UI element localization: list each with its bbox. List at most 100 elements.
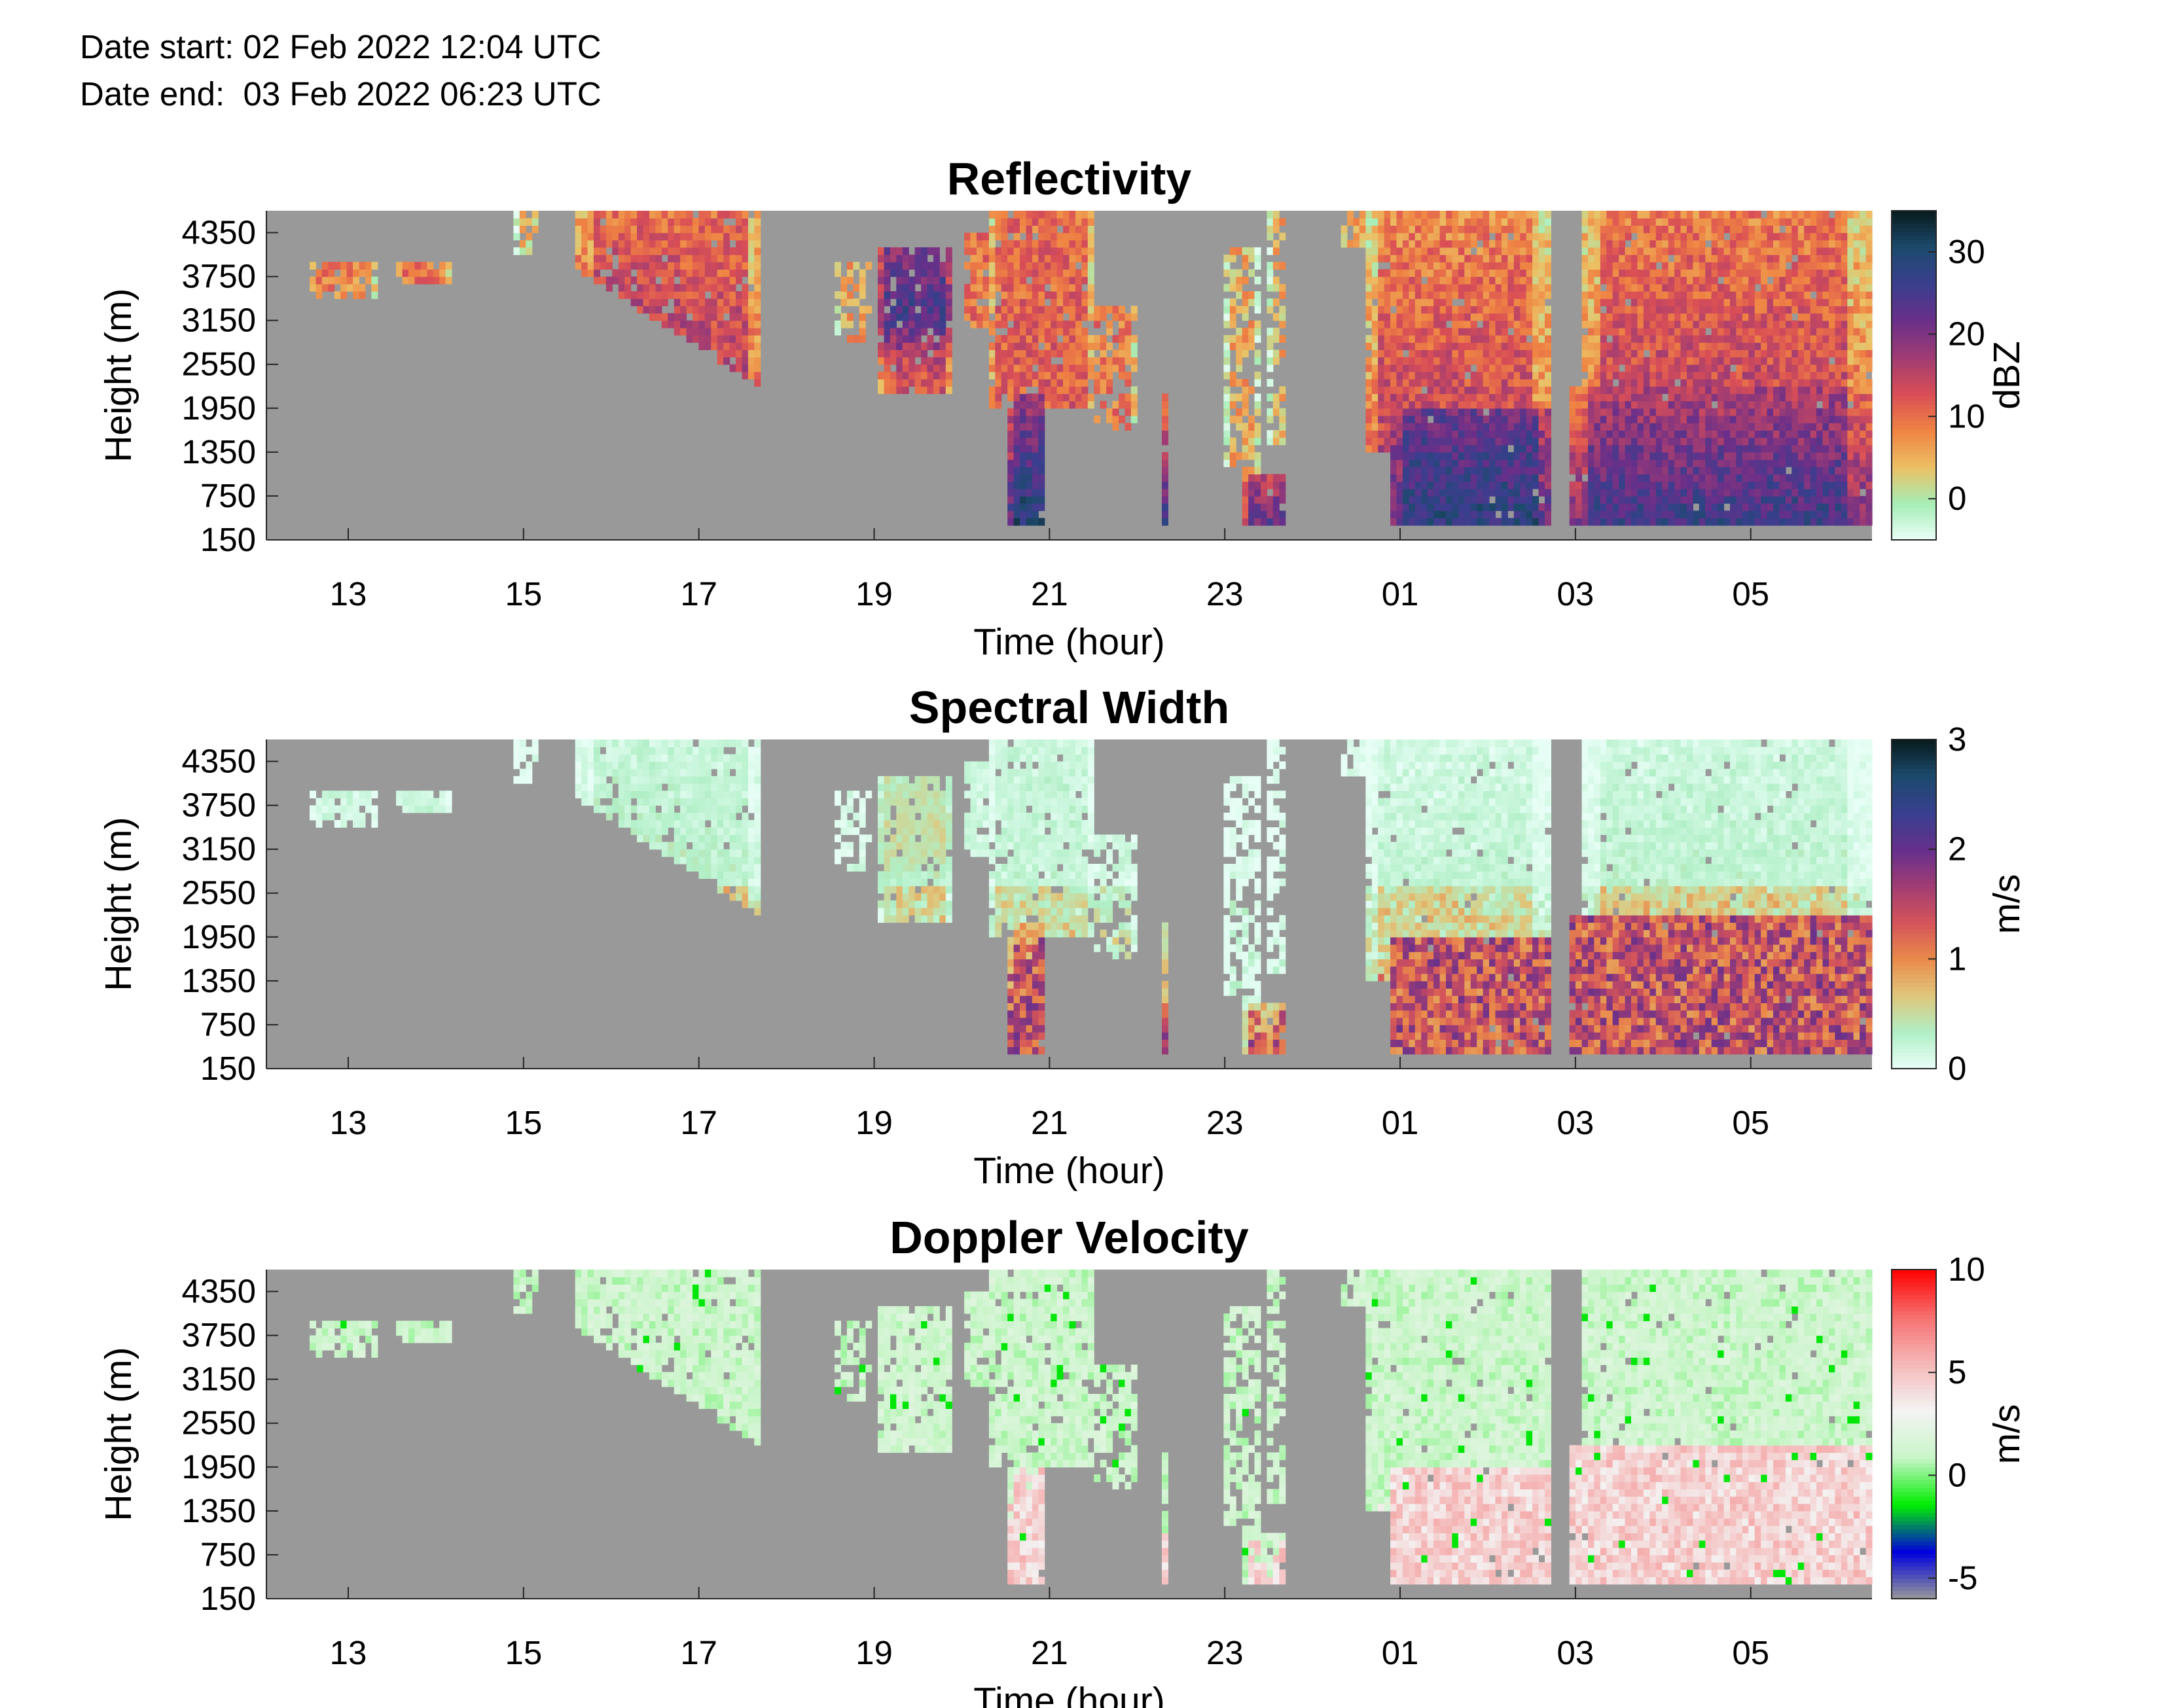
heatmap-cell [1520,386,1526,394]
heatmap-cell [1866,518,1873,526]
heatmap-cell [1823,211,1829,219]
heatmap-cell [989,298,996,306]
heatmap-cell [1798,393,1805,401]
heatmap-cell [1742,445,1749,453]
heatmap-cell [1001,386,1008,394]
heatmap-cell [1458,240,1465,248]
heatmap-cell [1656,496,1663,504]
heatmap-cell [1372,430,1378,438]
heatmap-cell [946,306,952,313]
heatmap-cell [1045,291,1051,299]
heatmap-cell [1674,430,1681,438]
heatmap-cell [1705,211,1712,219]
heatmap-cell [1496,298,1502,306]
heatmap-cell [1532,408,1539,416]
heatmap-cell [1532,503,1539,511]
heatmap-cell [1816,291,1823,299]
heatmap-cell [1736,335,1742,343]
heatmap-cell [1699,277,1706,285]
heatmap-cell [1267,277,1273,285]
heatmap-cell [1409,408,1415,416]
heatmap-cell [1662,211,1668,219]
heatmap-cell [1242,393,1249,401]
heatmap-cell [1421,218,1428,226]
heatmap-cell [1693,233,1699,241]
heatmap-cell [1365,233,1372,241]
heatmap-cell [693,240,699,248]
heatmap-cell [1570,496,1576,504]
heatmap-cell [1502,467,1508,474]
heatmap-cell [1742,393,1749,401]
heatmap-cell [1823,306,1829,313]
heatmap-cell [717,298,724,306]
heatmap-cell [1631,218,1638,226]
heatmap-cell [1038,416,1045,423]
heatmap-cell [1712,321,1718,329]
heatmap-cell [1514,211,1521,219]
heatmap-cell [896,247,903,255]
heatmap-cell [1539,372,1545,380]
heatmap-cell [1798,328,1805,336]
heatmap-cell [1433,379,1440,387]
heatmap-cell [1854,298,1860,306]
heatmap-cell [1458,349,1465,357]
heatmap-cell [1507,430,1514,438]
heatmap-cell [643,291,650,299]
heatmap-cell [1582,386,1589,394]
heatmap-cell [1496,467,1502,474]
heatmap-cell [1829,284,1835,292]
heatmap-cell [1866,379,1873,387]
heatmap-cell [1767,262,1774,270]
heatmap-cell [1532,474,1539,482]
heatmap-cell [1724,445,1731,453]
heatmap-cell [1773,489,1780,497]
heatmap-cell [1638,401,1644,409]
heatmap-cell [1514,445,1521,453]
heatmap-cell [1001,218,1008,226]
heatmap-cell [1786,445,1792,453]
heatmap-cell [1526,518,1533,526]
heatmap-cell [1415,328,1422,336]
heatmap-cell [1236,328,1242,336]
heatmap-cell [1458,218,1465,226]
heatmap-cell [989,255,996,262]
heatmap-cell [340,277,347,285]
heatmap-cell [1390,321,1397,329]
heatmap-cell [1075,269,1082,277]
heatmap-cell [723,328,730,336]
heatmap-cell [1668,313,1675,321]
heatmap-cell [1415,496,1422,504]
heatmap-cell [1582,408,1589,416]
heatmap-cell [1489,335,1496,343]
heatmap-cell [662,269,668,277]
heatmap-cell [1804,372,1810,380]
heatmap-cell [1045,247,1051,255]
heatmap-cell [723,284,730,292]
heatmap-cell [1255,298,1261,306]
heatmap-cell [1724,401,1731,409]
heatmap-cell [989,349,996,357]
heatmap-cell [1038,233,1045,241]
heatmap-cell [1575,496,1582,504]
heatmap-cell [1032,518,1039,526]
heatmap-cell [1699,496,1706,504]
heatmap-cell [1428,291,1434,299]
heatmap-cell [1582,218,1589,226]
heatmap-cell [1798,298,1805,306]
heatmap-cell [698,342,705,350]
heatmap-cell [1545,438,1551,446]
heatmap-cell [1816,211,1823,219]
heatmap-cell [989,218,996,226]
heatmap-cell [1582,342,1589,350]
heatmap-cell [1674,211,1681,219]
heatmap-cell [1606,459,1613,467]
x-tick-label: 17 [680,575,717,613]
heatmap-cell [1440,496,1447,504]
heatmap-cell [1409,474,1415,482]
colorbar-segment [1892,511,1936,516]
heatmap-cell [1230,269,1236,277]
heatmap-cell [1816,255,1823,262]
heatmap-cell [1409,306,1415,313]
heatmap-cell [1223,386,1230,394]
heatmap-cell [1489,401,1496,409]
